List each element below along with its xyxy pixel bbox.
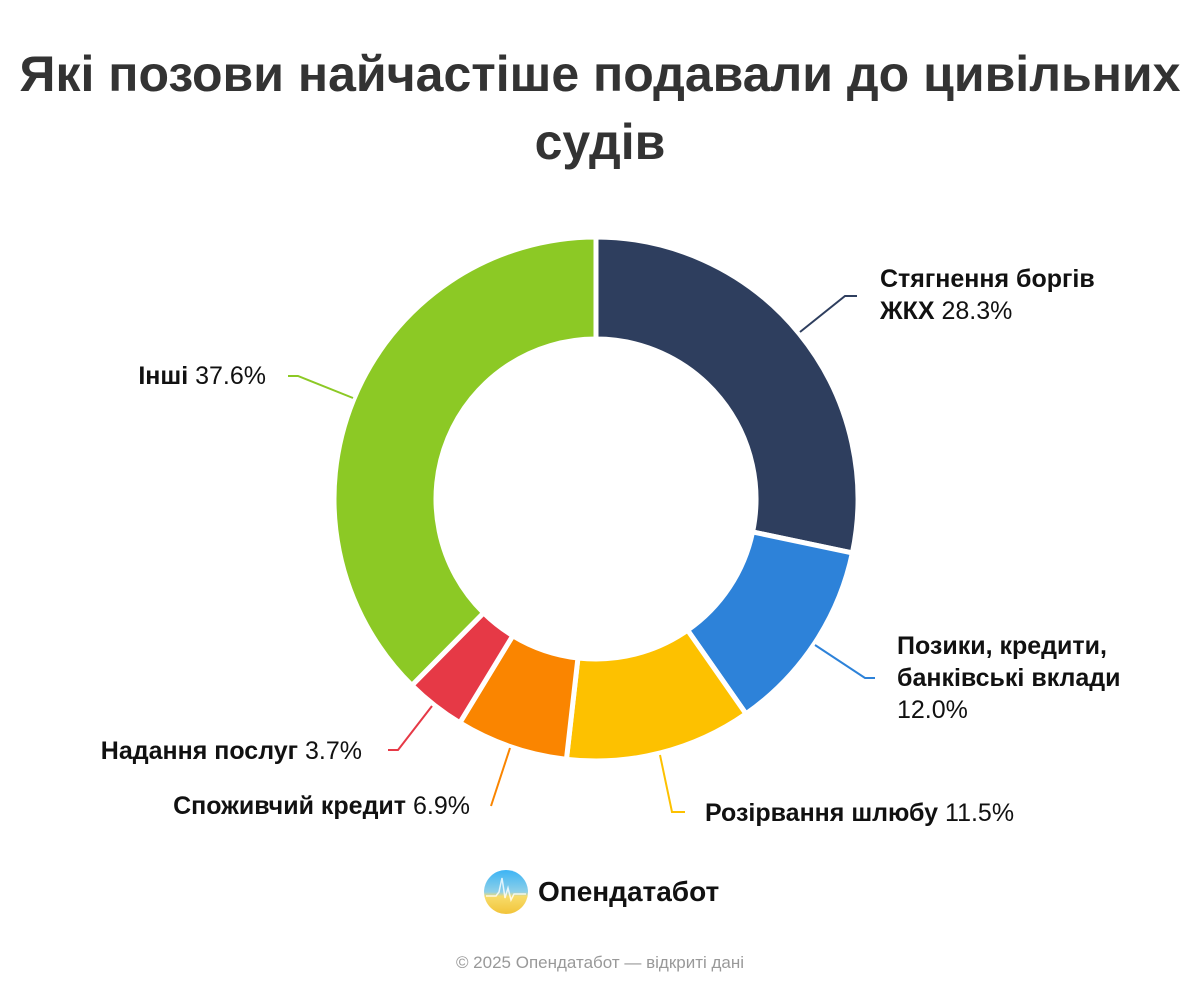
leader-line-4: [388, 705, 433, 751]
leader-line-3: [490, 747, 511, 807]
label-slice-0: Стягнення боргів ЖКХ 28.3%: [880, 265, 1095, 325]
label-slice-3: Споживчий кредит 6.9%: [173, 792, 470, 820]
leader-line-5: [288, 375, 354, 399]
opendatabot-logo-icon: [484, 870, 528, 914]
leader-line-2: [659, 754, 685, 813]
brand-name: Опендатабот: [538, 876, 720, 907]
slice-5: [331, 234, 599, 688]
leader-line-1: [814, 644, 875, 679]
footer: © 2025 Опендатабот — відкриті дані: [455, 953, 745, 972]
label-slice-1: Позики, кредити, банківські вклади 12.0%: [897, 632, 1121, 724]
label-slice-5: Інші 37.6%: [138, 362, 266, 390]
label-slice-2: Розірвання шлюбу 11.5%: [705, 799, 1015, 827]
label-slice-4: Надання послуг 3.7%: [100, 737, 362, 765]
slice-0: [593, 234, 861, 556]
brand: Опендатабот: [484, 870, 719, 914]
leader-line-0: [799, 295, 857, 333]
chart-title: Які позови найчастіше подавали до цивіль…: [19, 46, 1181, 170]
